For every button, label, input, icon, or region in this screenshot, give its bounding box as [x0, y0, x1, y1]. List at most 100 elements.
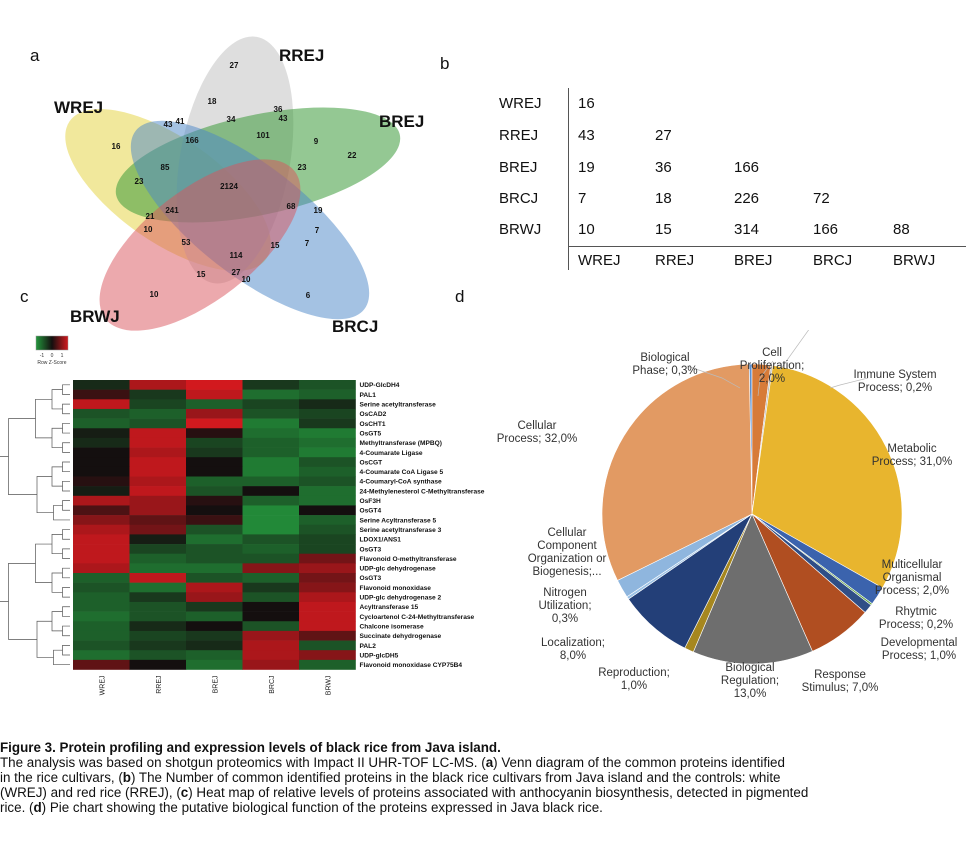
pie-label-cell-prolif: Cell Proliferation; 2,0% [740, 347, 805, 385]
matrix-cell: 18 [655, 190, 672, 207]
heatmap-row-label: 4-Coumaryl-CoA synthase [360, 479, 443, 486]
heatmap-cell [186, 640, 243, 651]
caption-line: (WREJ) and red rice (RREJ), (c) Heat map… [0, 785, 809, 800]
heatmap-cell [73, 630, 130, 641]
heatmap-cell [299, 524, 356, 535]
dendrogram-branch [35, 398, 52, 439]
dendrogram-branch [62, 500, 70, 511]
heatmap-cell [299, 592, 356, 603]
heatmap-cell [186, 380, 243, 390]
matrix-cell: 226 [734, 190, 760, 207]
dendrogram-branch [62, 625, 70, 637]
matrix-col-label: WREJ [578, 252, 621, 269]
venn-count: 41 [176, 117, 185, 126]
pie-label-nitrogen: Nitrogen Utilization; 0,3% [538, 587, 591, 625]
heatmap-cell [186, 457, 243, 468]
venn-count: 27 [232, 268, 241, 277]
heatmap-cell [73, 399, 130, 410]
heatmap-cell [242, 611, 300, 622]
heatmap-cell [186, 466, 243, 477]
heatmap-cell [186, 659, 243, 670]
heatmap-cell [129, 495, 187, 506]
heatmap-cell [242, 592, 300, 603]
dendrogram-branch [53, 505, 70, 521]
heatmap-row-label: Flavonoid O-methyltransferase [360, 556, 457, 563]
heatmap-row-label: UDP-glc dehydrogenase [360, 566, 437, 573]
heatmap-cell [242, 408, 300, 419]
matrix-cell: 166 [734, 159, 760, 176]
matrix-cell: 10 [578, 221, 595, 238]
heatmap-cell [242, 399, 300, 410]
dendrogram-branch [8, 418, 37, 495]
matrix-row-label: WREJ [499, 95, 542, 112]
dendrogram [0, 384, 70, 666]
heatmap-cell [129, 389, 187, 400]
dendrogram-branch [35, 543, 52, 583]
venn-count: 68 [287, 202, 296, 211]
heatmap-cell [186, 408, 243, 419]
heatmap-row-label: Flavonoid monoxidase [360, 585, 432, 592]
venn-label-brcj: BRCJ [332, 317, 379, 336]
heatmap-cell [129, 486, 187, 497]
heatmap-cell [186, 601, 243, 612]
heatmap-row-label: Serine Acyltransferase 5 [360, 517, 437, 524]
heatmap-cell [299, 659, 356, 670]
figure-caption: Figure 3. Protein profiling and expressi… [0, 740, 974, 815]
dendrogram-branch [8, 563, 37, 640]
pie-label-immune: Immune System Process; 0,2% [853, 369, 936, 394]
heatmap-cell [129, 437, 187, 448]
heatmap-cell [73, 611, 130, 622]
venn-label-brej: BREJ [379, 112, 425, 131]
heatmap-row-label: Flavonoid monoxidase CYP75B4 [360, 662, 463, 669]
color-key-tick: 1 [61, 353, 64, 359]
heatmap-cell [299, 389, 356, 400]
heatmap-cell [242, 640, 300, 651]
dendrogram-branch [62, 423, 70, 434]
panel-letter-a: a [30, 46, 40, 65]
dendrogram-branch [62, 442, 70, 453]
matrix-cell: 88 [893, 221, 910, 238]
heatmap-cell [299, 495, 356, 506]
venn-count: 241 [165, 206, 179, 215]
heatmap-cell [299, 650, 356, 661]
heatmap-row-label: Acyltransferase 15 [360, 604, 419, 611]
dendrogram-branch [62, 548, 70, 559]
heatmap-row-label: OsF3H [360, 498, 381, 505]
heatmap-cell [242, 466, 300, 477]
dendrogram-branch [0, 456, 9, 602]
heatmap-cell [242, 544, 300, 554]
venn-label-wrej: WREJ [54, 98, 104, 117]
venn-count: 23 [298, 163, 307, 172]
venn-count: 9 [314, 137, 319, 146]
heatmap-cell [186, 399, 243, 410]
dendrogram-branch [51, 466, 63, 487]
heatmap-cell [299, 476, 356, 487]
matrix-cell: 43 [578, 127, 595, 144]
pie-slice [751, 365, 903, 589]
heatmap-cell [299, 611, 356, 622]
dendrogram-branch [51, 389, 63, 410]
heatmap-cell [242, 505, 300, 516]
heatmap-row-label: Serine acetyltransferase [360, 402, 437, 409]
dendrogram-branch [51, 534, 63, 555]
matrix-cell: 166 [813, 221, 839, 238]
heatmap-cell [73, 659, 130, 670]
heatmap-cell [242, 582, 300, 593]
heatmap-row-label: UDP-glc dehydrogenase 2 [360, 595, 442, 602]
heatmap-cell [73, 428, 130, 439]
caption-line: in the rice cultivars, (b) The Number of… [0, 770, 781, 785]
dendrogram-branch [62, 567, 70, 579]
color-key-title: Row Z-Score [37, 360, 66, 366]
heatmap-cell [299, 486, 356, 497]
heatmap-cell [129, 534, 187, 545]
heatmap-cell [186, 534, 243, 545]
matrix-cell: 7 [578, 190, 587, 207]
heatmap-cell [242, 553, 300, 564]
heatmap-cell [242, 389, 300, 400]
heatmap-cell [299, 621, 356, 632]
venn-count: 34 [227, 115, 236, 124]
heatmap-cell [129, 544, 187, 554]
dendrogram-branch [62, 384, 70, 395]
heatmap-cell [73, 515, 130, 526]
